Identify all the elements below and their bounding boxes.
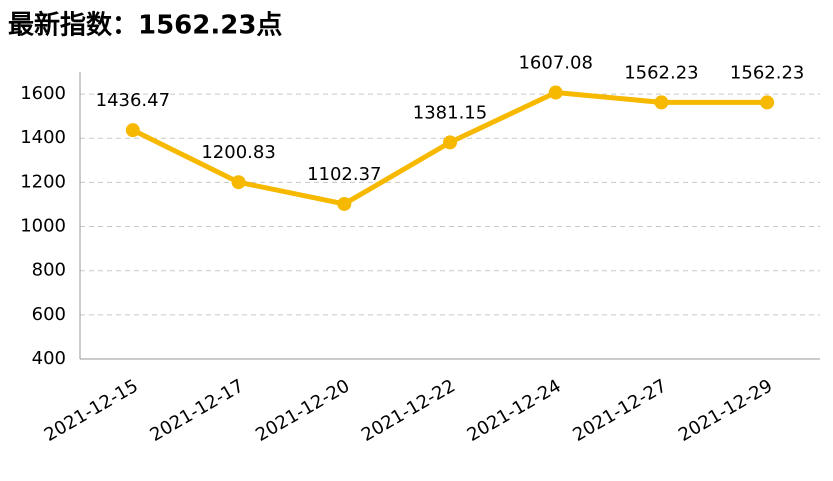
data-label: 1102.37 <box>307 164 381 185</box>
x-tick-label: 2021-12-17 <box>146 375 247 445</box>
point <box>760 95 775 110</box>
y-tick-label: 1000 <box>20 216 66 237</box>
x-tick-label: 2021-12-15 <box>41 375 142 445</box>
x-tick-label: 2021-12-20 <box>252 375 353 445</box>
point <box>654 95 669 110</box>
y-tick-label: 1600 <box>20 83 66 104</box>
point <box>548 85 563 100</box>
data-label: 1607.08 <box>518 53 592 74</box>
data-label: 1562.23 <box>624 62 698 83</box>
chart-title: 最新指数：1562.23点 <box>8 10 282 41</box>
data-label: 1200.83 <box>201 142 275 163</box>
y-tick-label: 1400 <box>20 127 66 148</box>
point <box>337 196 352 211</box>
data-label: 1381.15 <box>413 102 487 123</box>
y-tick-label: 600 <box>32 304 66 325</box>
y-tick-label: 800 <box>32 260 66 281</box>
point <box>231 175 246 190</box>
x-tick-label: 2021-12-24 <box>464 375 565 445</box>
x-tick-label: 2021-12-29 <box>675 375 776 445</box>
y-tick-label: 400 <box>32 348 66 369</box>
x-tick-label: 2021-12-22 <box>358 375 459 445</box>
y-tick-label: 1200 <box>20 171 66 192</box>
x-tick-label: 2021-12-27 <box>569 375 670 445</box>
data-label: 1436.47 <box>96 90 170 111</box>
point <box>443 135 457 150</box>
data-label: 1562.23 <box>730 62 804 83</box>
point <box>125 123 140 138</box>
